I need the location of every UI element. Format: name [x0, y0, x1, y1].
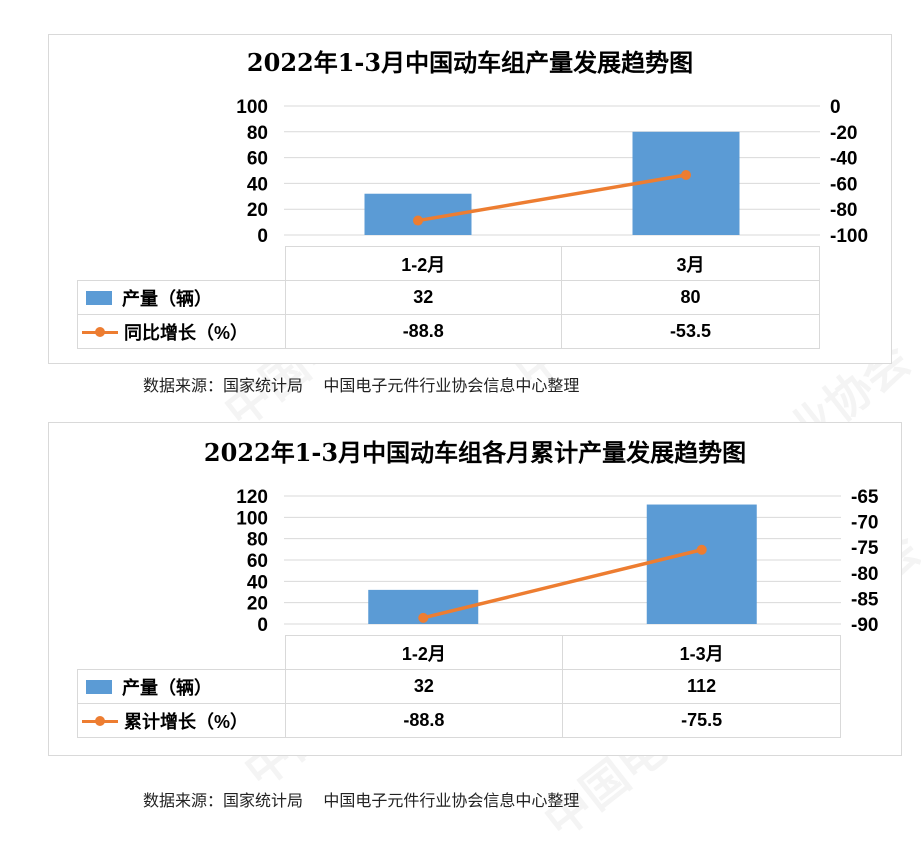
chart-panel-monthly: 2022年1-3月中国动车组产量发展趋势图 0 20 40 60 80 100 -100 -8…	[48, 34, 892, 364]
y-tick-label: 40	[247, 174, 268, 195]
line-point	[696, 544, 707, 555]
data-value: 80	[560, 280, 821, 315]
data-value: 32	[284, 669, 564, 704]
table-corner	[77, 635, 286, 670]
data-value: -88.8	[284, 314, 562, 349]
data-value: 112	[562, 669, 841, 704]
legend-line-swatch	[82, 325, 118, 339]
table-row: 产量（辆） 32 112	[77, 669, 841, 704]
legend-label: 产量（辆）	[122, 677, 212, 698]
series-line	[422, 548, 703, 620]
y-tick-label: 80	[247, 530, 268, 551]
chart-title: 2022年1-3月中国动车组产量发展趋势图	[246, 48, 694, 77]
legend-entry-line: 累计增长（%）	[77, 703, 286, 738]
line-point	[681, 170, 691, 181]
legend-entry-line: 同比增长（%）	[77, 314, 286, 349]
y-tick-label: 0	[257, 226, 268, 247]
legend-line-swatch	[82, 714, 118, 728]
data-value: -88.8	[284, 703, 564, 738]
legend-entry-bar: 产量（辆）	[77, 669, 286, 704]
line-point	[413, 215, 423, 226]
y-tick-label: 60	[247, 149, 268, 170]
legend-entry-bar: 产量（辆）	[77, 280, 286, 315]
y-tick-label: 60	[247, 551, 268, 572]
y-tick-label: 0	[257, 615, 268, 636]
y2-tick-label: -70	[851, 513, 878, 534]
line-point	[418, 612, 429, 623]
category-label: 3月	[560, 246, 821, 281]
table-row: 同比增长（%） -88.8 -53.5	[77, 314, 821, 349]
y2-tick-label: 0	[830, 97, 841, 118]
y2-tick-label: -90	[851, 615, 878, 636]
bar	[646, 504, 757, 624]
y2-tick-label: -100	[830, 226, 868, 247]
table-row: 累计增长（%） -88.8 -75.5	[77, 703, 841, 738]
legend-bar-swatch	[86, 290, 112, 305]
category-label: 1-2月	[284, 635, 564, 670]
bar	[632, 131, 740, 235]
chart-panel-cumulative: 2022年1-3月中国动车组各月累计产量发展趋势图 0 20 40 60 80 100 12…	[48, 422, 902, 756]
y-tick-label: 80	[247, 123, 268, 144]
series-line	[417, 173, 687, 223]
y-tick-label: 120	[236, 487, 268, 508]
y2-tick-label: -75	[851, 538, 879, 559]
data-table: 1-2月 1-3月 产量（辆） 32 112 累计增长（%） -88.8 -75…	[77, 635, 841, 738]
y-tick-label: 20	[247, 200, 268, 221]
data-value: 32	[284, 280, 562, 315]
table-corner	[77, 246, 286, 281]
y-tick-label: 20	[247, 594, 268, 615]
y2-tick-label: -20	[830, 123, 857, 144]
y2-tick-label: -65	[851, 487, 879, 508]
y-tick-label: 40	[247, 572, 268, 593]
legend-bar-swatch	[86, 679, 112, 694]
y-tick-label: 100	[236, 508, 268, 529]
source-note: 数据来源：国家统计局 中国电子元件行业协会信息中心整理	[143, 376, 580, 395]
data-value: -75.5	[562, 703, 841, 738]
data-value: -53.5	[560, 314, 821, 349]
y2-tick-label: -40	[830, 149, 857, 170]
y2-tick-label: -80	[830, 200, 857, 221]
y2-tick-label: -60	[830, 174, 857, 195]
y-tick-label: 100	[236, 97, 268, 118]
table-header-row: 1-2月 1-3月	[77, 635, 841, 670]
data-table: 1-2月 3月 产量（辆） 32 80 同比增长（%） -88.8 -53.5	[77, 246, 821, 349]
legend-label: 产量（辆）	[122, 288, 212, 309]
chart-title: 2022年1-3月中国动车组各月累计产量发展趋势图	[203, 438, 747, 467]
table-row: 产量（辆） 32 80	[77, 280, 821, 315]
legend-label: 累计增长（%）	[124, 711, 249, 732]
category-label: 1-3月	[562, 635, 841, 670]
source-note: 数据来源：国家统计局 中国电子元件行业协会信息中心整理	[143, 791, 580, 810]
chart-plot: 0 20 40 60 80 100 -100 -80 -60 -40 -20 0	[236, 97, 868, 247]
y2-tick-label: -85	[851, 589, 879, 610]
legend-label: 同比增长（%）	[124, 322, 249, 343]
category-label: 1-2月	[284, 246, 562, 281]
y2-tick-label: -80	[851, 564, 878, 585]
table-header-row: 1-2月 3月	[77, 246, 821, 281]
